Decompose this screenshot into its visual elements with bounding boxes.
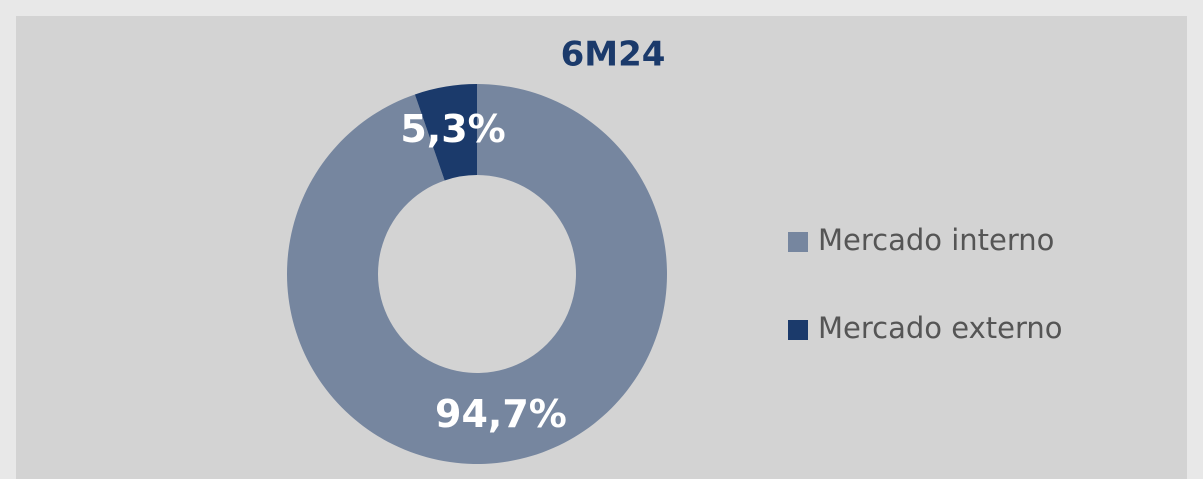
data-label: 5,3%	[400, 107, 505, 151]
legend-swatch	[788, 320, 808, 340]
legend-label: Mercado externo	[818, 311, 1062, 345]
legend-label: Mercado interno	[818, 223, 1054, 257]
legend-swatch	[788, 232, 808, 252]
data-label: 94,7%	[435, 392, 567, 436]
donut-slice	[414, 84, 477, 181]
donut-slice	[287, 84, 668, 464]
chart-title: 6M24	[561, 35, 666, 75]
